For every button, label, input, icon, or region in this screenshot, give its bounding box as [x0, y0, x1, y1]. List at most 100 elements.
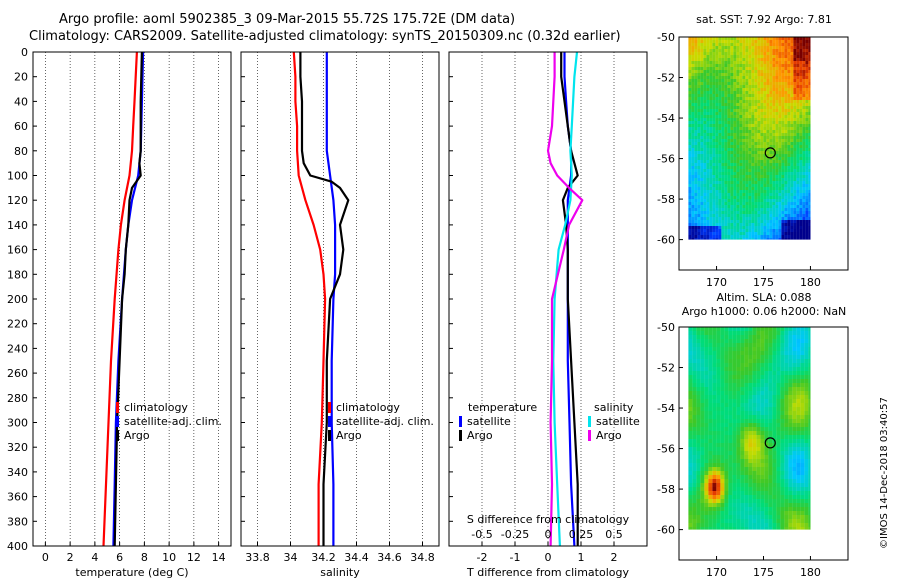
- s-x-tick-label: 0.5: [605, 528, 623, 541]
- x-axis-label-s: S difference from climatology: [467, 513, 630, 526]
- map-y-tick-label: -50: [657, 31, 675, 44]
- series-line-argo: [299, 52, 350, 546]
- map-y-tick-label: -54: [657, 402, 675, 415]
- panel-frame-salinity: [240, 51, 440, 547]
- legend-label: satellite: [596, 415, 640, 428]
- legend-swatch: [116, 416, 119, 427]
- s-x-tick-label: 0: [545, 528, 552, 541]
- series-line-t-satellite: [563, 52, 576, 546]
- y-tick-label: 0: [21, 46, 28, 59]
- x-tick-label: 4: [91, 551, 98, 564]
- map-x-tick-label: 175: [753, 566, 774, 579]
- x-axis-label: salinity: [320, 566, 360, 579]
- x-axis-label: temperature (deg C): [75, 566, 188, 579]
- map-x-tick-label: 180: [800, 276, 821, 289]
- y-tick-label: 220: [7, 318, 28, 331]
- legend-swatch: [116, 402, 119, 413]
- legend-swatch: [588, 430, 591, 441]
- series-layer: [102, 52, 584, 546]
- map-x-tick-label: 180: [800, 566, 821, 579]
- y-tick-label: 380: [7, 515, 28, 528]
- legend-swatch: [459, 416, 462, 427]
- legend-label: Argo: [467, 429, 493, 442]
- x-tick-label: 8: [141, 551, 148, 564]
- y-tick-label: 100: [7, 170, 28, 183]
- x-tick-label: 34.4: [344, 551, 369, 564]
- map-cells-sla_map: [688, 327, 811, 530]
- y-tick-label: 340: [7, 466, 28, 479]
- map-title-sst: sat. SST: 7.92 Argo: 7.81: [696, 13, 832, 26]
- x-tick-label: 1: [578, 551, 585, 564]
- grid-layer: [45, 52, 615, 546]
- legend-swatch: [116, 430, 119, 441]
- legend-title-temperature: temperature: [468, 401, 537, 414]
- x-tick-label: 34.8: [410, 551, 435, 564]
- legend-swatch: [588, 416, 591, 427]
- y-tick-label: 140: [7, 219, 28, 232]
- series-line-satellite-adj-clim-: [325, 52, 337, 546]
- map-title-sla: Altim. SLA: 0.088: [716, 291, 811, 304]
- series-line-argo: [113, 52, 143, 546]
- y-tick-label: 120: [7, 194, 28, 207]
- y-tick-label: 40: [14, 95, 28, 108]
- series-line-s-argo: [546, 52, 584, 546]
- x-tick-label: -1: [510, 551, 521, 564]
- legend-label: satellite: [467, 415, 511, 428]
- series-line-satellite-adj-clim-: [112, 52, 145, 546]
- map-cells-sst_map: [688, 37, 811, 240]
- legend-label: climatology: [336, 401, 400, 414]
- y-tick-label: 300: [7, 417, 28, 430]
- x-axis-label: T difference from climatology: [466, 566, 629, 579]
- map-y-tick-label: -56: [657, 443, 675, 456]
- y-tick-label: 400: [7, 540, 28, 553]
- x-tick-label: 34: [284, 551, 298, 564]
- legend-label: satellite-adj. clim.: [124, 415, 222, 428]
- y-tick-label: 20: [14, 71, 28, 84]
- series-line-climatology: [102, 52, 138, 546]
- x-tick-label: -2: [477, 551, 488, 564]
- frame-layer: [32, 36, 849, 561]
- x-tick-label: 12: [187, 551, 201, 564]
- legend-label: Argo: [336, 429, 362, 442]
- figure-title-line1: Argo profile: aoml 5902385_3 09-Mar-2015…: [59, 12, 516, 27]
- legend-swatch: [459, 430, 462, 441]
- s-x-tick-label: -0.5: [471, 528, 492, 541]
- x-tick-label: 0: [545, 551, 552, 564]
- legend-swatch: [328, 416, 331, 427]
- x-tick-label: 14: [212, 551, 226, 564]
- map-x-tick-label: 170: [706, 276, 727, 289]
- map-y-tick-label: -56: [657, 153, 675, 166]
- x-tick-label: 6: [116, 551, 123, 564]
- map-y-tick-label: -58: [657, 483, 675, 496]
- map-x-tick-label: 170: [706, 566, 727, 579]
- y-tick-label: 60: [14, 120, 28, 133]
- legend-swatch: [328, 430, 331, 441]
- legend-swatch: [328, 402, 331, 413]
- series-line-t-argo: [560, 52, 579, 546]
- profile-location-marker: [764, 147, 776, 159]
- y-tick-label: 320: [7, 441, 28, 454]
- map-y-tick-label: -60: [657, 234, 675, 247]
- x-tick-label: 2: [67, 551, 74, 564]
- map-x-tick-label: 175: [753, 276, 774, 289]
- map-y-tick-label: -52: [657, 362, 675, 375]
- panel-frame-temperature: [32, 51, 232, 547]
- y-tick-label: 80: [14, 145, 28, 158]
- s-x-tick-label: 0.25: [569, 528, 594, 541]
- legend-label: satellite-adj. clim.: [336, 415, 434, 428]
- y-tick-label: 160: [7, 244, 28, 257]
- series-line-s-satellite: [552, 52, 579, 546]
- legend-label: Argo: [596, 429, 622, 442]
- y-tick-label: 260: [7, 367, 28, 380]
- series-line-climatology: [292, 52, 327, 546]
- figure-title-line2: Climatology: CARS2009. Satellite-adjuste…: [29, 29, 621, 44]
- y-tick-label: 360: [7, 491, 28, 504]
- x-tick-label: 34.6: [377, 551, 402, 564]
- legend-label: Argo: [124, 429, 150, 442]
- x-tick-label: 10: [162, 551, 176, 564]
- map-y-tick-label: -60: [657, 524, 675, 537]
- x-tick-label: 2: [611, 551, 618, 564]
- map-y-tick-label: -52: [657, 72, 675, 85]
